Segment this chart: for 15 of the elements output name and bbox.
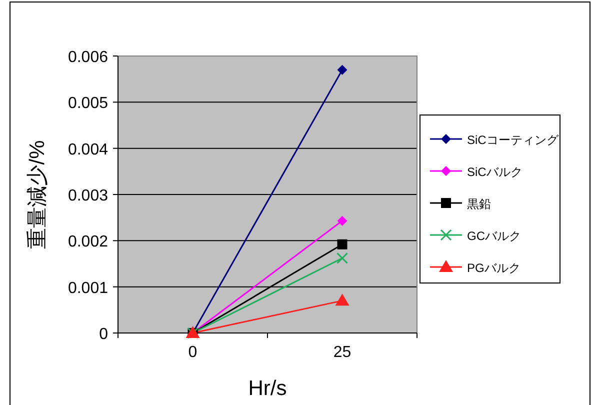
legend-label: PGバルク	[467, 261, 520, 275]
y-tick-label: 0.001	[68, 280, 108, 297]
y-tick-label: 0	[99, 326, 108, 343]
y-tick-label: 0.004	[68, 141, 108, 158]
y-tick-label: 0.002	[68, 234, 108, 251]
legend-label: SiCコーティング	[467, 133, 560, 147]
y-tick-label: 0.003	[68, 188, 108, 204]
y-axis-title: 重量減少/%	[26, 140, 49, 249]
y-tick-label: 0.006	[68, 49, 108, 66]
x-axis-title: Hr/s	[248, 377, 287, 400]
x-tick-label: 25	[333, 344, 352, 361]
legend-label: SiCバルク	[467, 165, 522, 179]
legend-label: GCバルク	[467, 229, 521, 243]
legend-label: 黒鉛	[467, 197, 491, 211]
y-tick-label: 0.005	[68, 95, 108, 112]
